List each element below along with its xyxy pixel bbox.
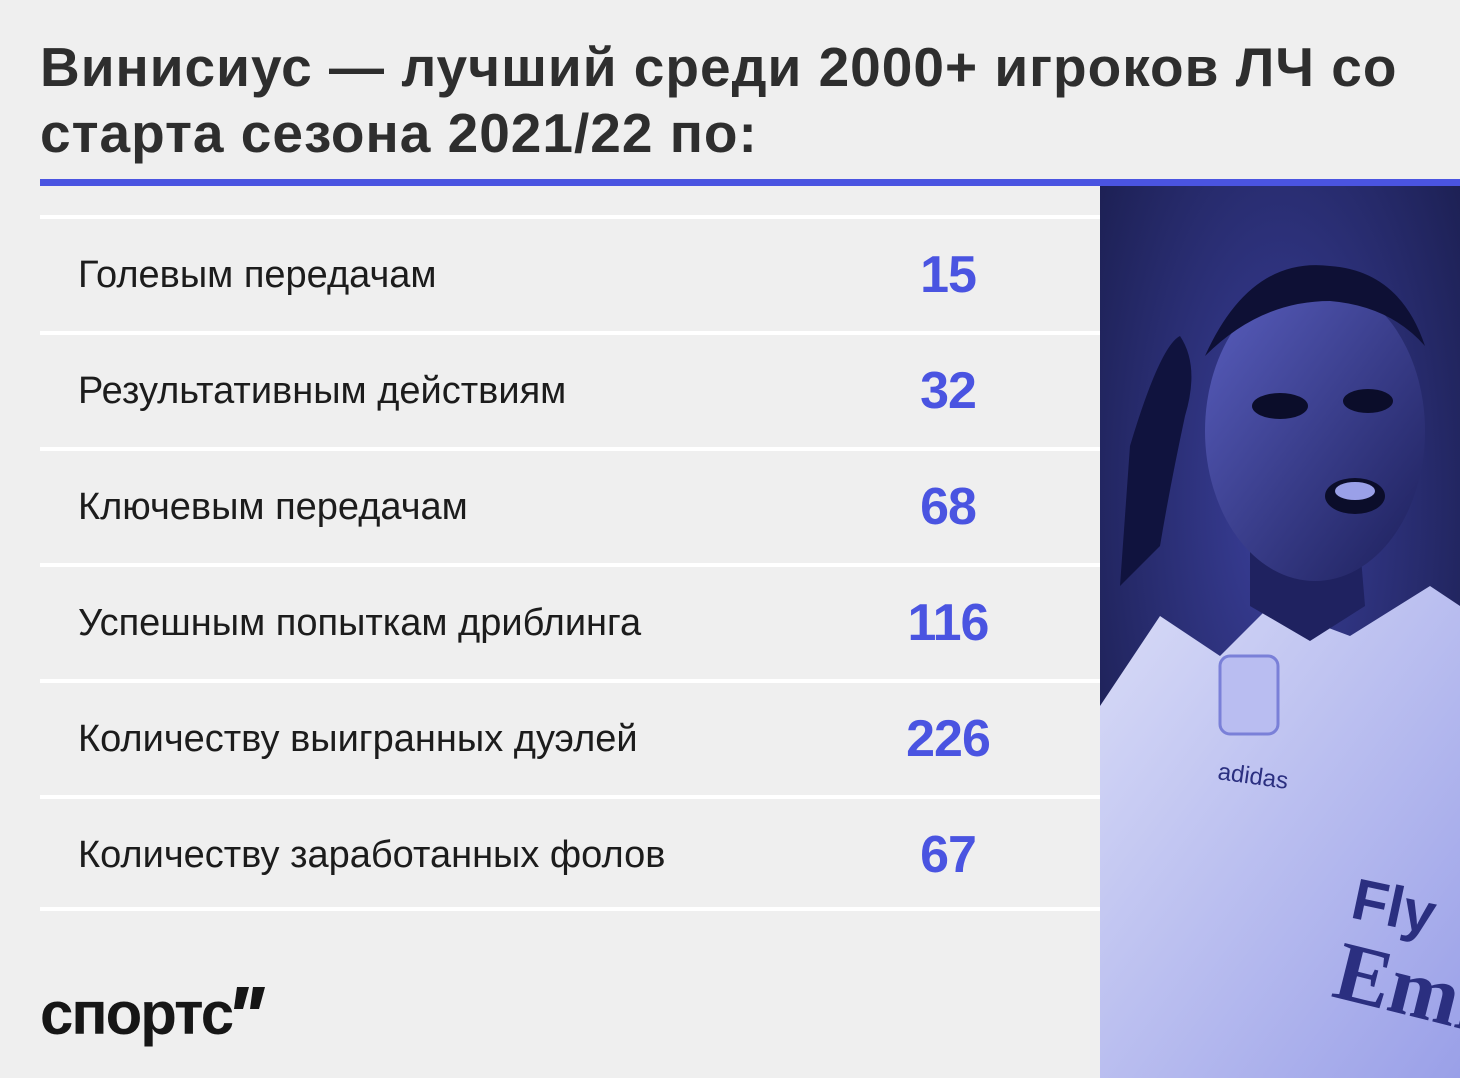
stat-value: 15 xyxy=(920,246,977,304)
sports-logo: спортс xyxy=(40,978,268,1048)
stat-row: Результативным действиям 32 xyxy=(40,331,1100,447)
stat-label: Результативным действиям xyxy=(78,370,567,412)
stat-row: Ключевым передачам 68 xyxy=(40,447,1100,563)
stat-label: Ключевым передачам xyxy=(78,486,468,528)
stat-row: Количеству заработанных фолов 67 xyxy=(40,795,1100,911)
quote-mark-icon xyxy=(234,987,266,1009)
stats-table: Голевым передачам 15 Результативным действ… xyxy=(40,215,1100,911)
stat-value: 116 xyxy=(907,594,990,652)
page-title: Винисиус — лучший среди 2000+ игроков ЛЧ… xyxy=(40,36,1398,164)
title-underline xyxy=(40,179,1460,186)
player-photo: adidas Fly Emira xyxy=(1100,186,1460,1078)
stat-row: Голевым передачам 15 xyxy=(40,215,1100,331)
stat-row: Успешным попыткам дриблинга 116 xyxy=(40,563,1100,679)
logo-text: спортс xyxy=(40,979,234,1047)
stat-value: 67 xyxy=(920,826,977,884)
stat-label: Количеству заработанных фолов xyxy=(78,834,666,876)
stat-label: Голевым передачам xyxy=(78,254,437,296)
stat-label: Успешным попыткам дриблинга xyxy=(78,602,642,644)
stat-value: 32 xyxy=(920,362,977,420)
stat-value: 226 xyxy=(906,710,991,768)
stat-value: 68 xyxy=(920,478,977,536)
stat-row: Количеству выигранных дуэлей 226 xyxy=(40,679,1100,795)
stat-label: Количеству выигранных дуэлей xyxy=(78,718,638,760)
